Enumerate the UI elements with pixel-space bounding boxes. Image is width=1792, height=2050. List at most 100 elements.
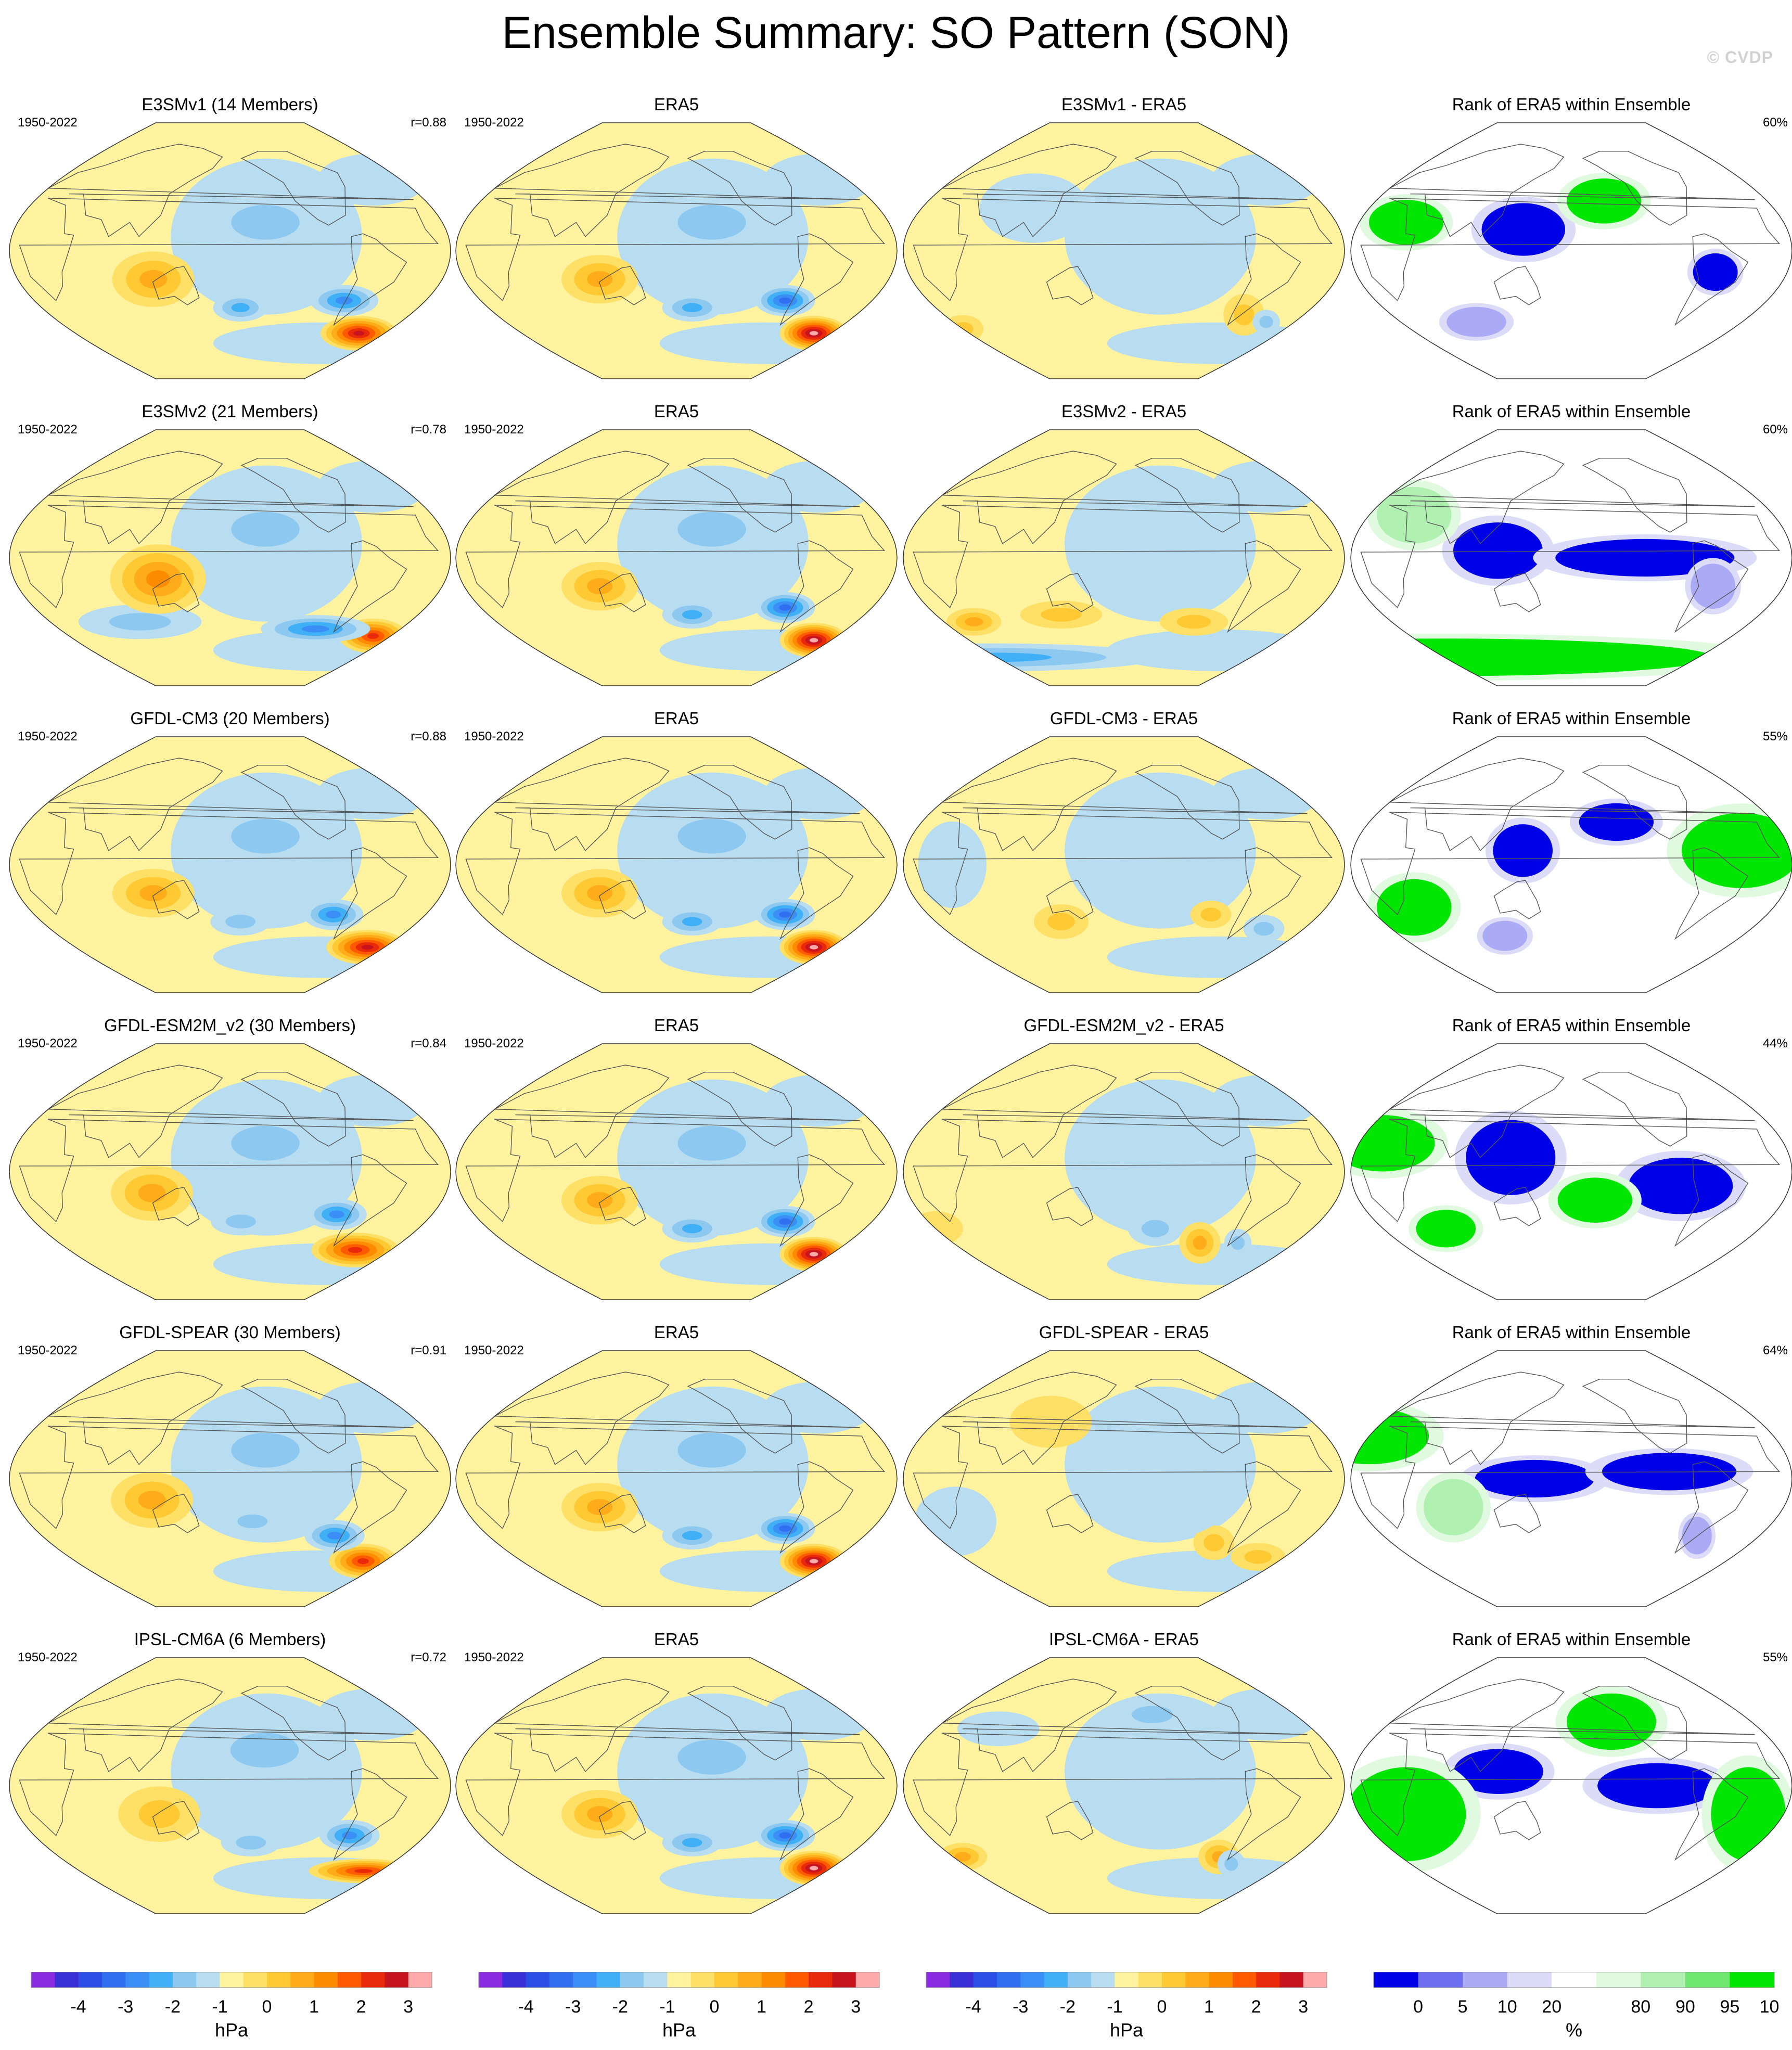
clip-1-2-contour-3-0 [1099,500,1222,587]
map-diff [900,1656,1348,1916]
panel-title: E3SMv2 - ERA5 [900,402,1348,421]
clip-5-3-rank-region-2 [1348,1767,1466,1861]
clip-5-3-rank-region-3 [1711,1767,1785,1861]
clip-5-1-base-contour-2-0 [764,1688,874,1740]
clip-4-0-contour-0-5 [357,1558,369,1564]
colorbar-hpa-model-tick-label: 1 [309,1997,319,2017]
colorbar-hpa-model-swatch-3 [102,1972,126,1988]
clip-4-2-contour-3-1 [1244,1550,1272,1564]
colorbar-rank-swatch-1 [1418,1972,1463,1988]
colorbar-hpa-obs-swatch-6 [620,1972,644,1988]
colorbar-hpa-obs-swatch-3 [549,1972,573,1988]
clip-2-0-base-contour-2-0 [318,767,427,819]
watermark: © CVDP [1707,48,1773,67]
clip-5-0-contour-0-5 [354,1869,373,1873]
clip-4-1-contour-2-2 [682,1531,702,1540]
colorbar-hpa-obs-swatch-2 [526,1972,550,1988]
map-rank [1348,1656,1792,1916]
clip-3-0-base-contour-2-0 [318,1074,427,1126]
clip-5-1-base-contour-1-0 [660,1857,878,1899]
clip-3-1-contour-2-2 [682,1224,702,1233]
clip-4-3-rank-region-4 [1424,1479,1483,1535]
clip-5-1-contour-2-2 [682,1838,702,1847]
clip-3-3-rank-region-0 [1466,1120,1555,1195]
map-obs [453,735,900,995]
colorbar-hpa-obs-swatch-12 [762,1972,786,1988]
colorbar-hpa-model-tick-label: -2 [165,1997,181,2017]
map-diff [900,1042,1348,1302]
colorbar-hpa-diff-swatch-4 [1020,1972,1044,1988]
panel-title: GFDL-CM3 (20 Members) [6,709,454,728]
clip-1-1-contour-4-1 [677,512,746,547]
colorbar-hpa-obs-tick-label: -4 [518,1997,533,2017]
panel-diff-row-2: GFDL-CM3 - ERA5 [900,709,1348,1005]
map-diff [900,428,1348,688]
map-diff [900,735,1348,995]
clip-4-1-contour-0-7 [810,1559,818,1563]
map-obs [453,121,900,381]
colorbar-hpa-diff-swatch-7 [1091,1972,1115,1988]
clip-3-3-rank-region-4 [1416,1210,1476,1247]
clip-4-2-contour-1-0 [1079,1418,1243,1539]
colorbar-hpa-obs-swatch-11 [738,1972,762,1988]
clip-1-3-rank-region-3 [1377,487,1451,543]
panel-title: E3SMv2 (21 Members) [6,402,454,421]
clip-1-2-contour-1-2 [965,617,983,626]
clip-1-2-contour-2-1 [1177,615,1211,629]
clip-1-1-contour-3-2 [587,578,612,594]
clip-3-1-contour-0-7 [810,1252,818,1256]
clip-2-0-contour-4-1 [231,819,299,854]
colorbar-hpa-diff-swatch-5 [1044,1972,1068,1988]
page-title: Ensemble Summary: SO Pattern (SON) [0,7,1792,59]
clip-0-0-base-contour-2-0 [318,153,427,206]
colorbar-hpa-model-swatch-15 [385,1972,408,1988]
map-rank [1348,1042,1792,1302]
colorbar-hpa-diff-tick-label: 1 [1204,1997,1214,2017]
clip-4-0-base-contour-1-0 [213,1551,432,1592]
clip-3-0-contour-3-2 [138,1184,166,1202]
clip-1-1-contour-2-2 [682,610,702,619]
map-model [6,1656,454,1916]
clip-3-2-contour-2-1 [1142,1220,1169,1237]
colorbar-hpa-model-swatch-2 [79,1972,103,1988]
colorbar-hpa-model-tick-label: 2 [356,1997,366,2017]
clip-3-1-contour-4-1 [677,1126,746,1161]
clip-5-0-base-contour-2-0 [318,1688,427,1740]
panel-title: GFDL-ESM2M_v2 - ERA5 [900,1016,1348,1035]
colorbar-rank-tick-label: 0 [1413,1997,1423,2017]
clip-1-0-base-contour-2-0 [318,460,427,512]
clip-3-0-contour-2-1 [226,1214,256,1228]
colorbar-hpa-model-tick-label: -3 [118,1997,133,2017]
colorbar-rank: 051020809095100% [1368,1972,1780,2050]
panel-title: ERA5 [453,709,900,728]
colorbar-hpa-diff-tick-label: -4 [965,1997,981,2017]
clip-1-1-contour-0-7 [810,638,818,642]
clip-5-3-rank-region-4 [1567,1694,1656,1750]
panel-diff-row-3: GFDL-ESM2M_v2 - ERA5 [900,1016,1348,1312]
map-obs [453,428,900,688]
colorbar-hpa-model-swatch-11 [290,1972,314,1988]
colorbar-hpa-obs-swatch-9 [691,1972,715,1988]
panel-title: E3SMv1 (14 Members) [6,95,454,114]
panel-title: Rank of ERA5 within Ensemble [1348,1323,1792,1342]
panel-title: Rank of ERA5 within Ensemble [1348,709,1792,728]
clip-5-2-contour-1-1 [1224,1857,1238,1871]
colorbar-rank-tick-label: 80 [1631,1997,1650,2017]
clip-4-3-rank-region-3 [1682,1517,1712,1554]
clip-4-1-base-contour-1-0 [660,1551,878,1592]
colorbar-hpa-obs-swatch-13 [785,1972,809,1988]
colorbar-hpa-diff-unit: hPa [1110,2019,1144,2041]
clip-1-3-rank-region-0 [1453,522,1543,579]
colorbar-hpa-model-swatch-5 [149,1972,173,1988]
colorbar-hpa-diff-tick-label: 2 [1251,1997,1261,2017]
panel-title: E3SMv1 - ERA5 [900,95,1348,114]
colorbar-hpa-diff-swatch-13 [1233,1972,1257,1988]
panel-title: Rank of ERA5 within Ensemble [1348,1016,1792,1035]
clip-3-1-contour-1-4 [779,1219,791,1225]
